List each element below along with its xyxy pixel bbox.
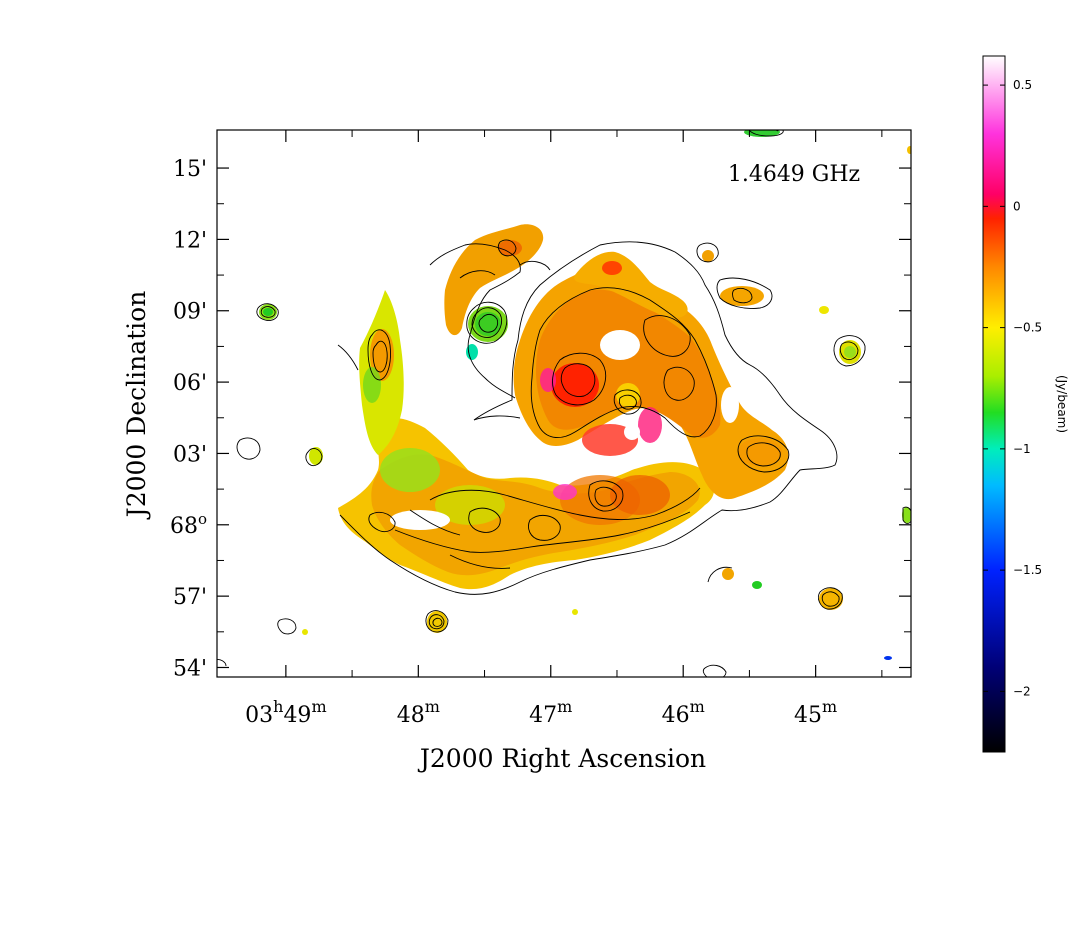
emission-region-north-lobe — [444, 224, 544, 360]
emission-region-northeast-lobe — [574, 251, 688, 318]
y-tick-label: 57' — [173, 585, 207, 610]
y-tick-label-num: 68 — [170, 514, 198, 539]
x-tick-label: 48m — [397, 697, 440, 728]
x-tick-label-num: 46 — [662, 703, 690, 728]
emission-region-outer-arc — [338, 418, 715, 590]
colorbar-tick-label: −2 — [1013, 684, 1031, 698]
y-tick-label: 54' — [173, 656, 207, 681]
emission-region-western-filament — [359, 290, 404, 455]
y-tick-label: 09' — [173, 300, 207, 325]
colorbar-tick-label: 0.5 — [1013, 78, 1032, 92]
plot-frame — [216, 129, 912, 678]
x-tick-label-hours: 03 — [245, 703, 273, 728]
x-tick-label-num: 45 — [794, 703, 822, 728]
x-tick-label: 47m — [529, 697, 572, 728]
x-tick-label-m: m — [822, 697, 837, 716]
emission-region-central-complex — [390, 265, 789, 530]
x-tick-label-m: m — [311, 697, 326, 716]
x-tick-label: 46m — [662, 697, 705, 728]
y-tick-label: 06' — [173, 371, 207, 396]
x-tick-label: 45m — [794, 697, 837, 728]
y-tick-label: 68o — [170, 510, 207, 539]
y-axis-label: J2000 Declination — [122, 291, 151, 521]
colorbar-tick-label: 0 — [1013, 199, 1021, 213]
y-tick-label-deg: o — [198, 510, 207, 528]
colorbar-ticks: 0.5 0 −0.5 −1 −1.5 −2 — [983, 78, 1042, 698]
x-axis: 03h49m 48m 47m 46m 45m — [245, 130, 883, 728]
x-axis-label: J2000 Right Ascension — [417, 744, 706, 773]
colorbar-tick-label: −0.5 — [1013, 321, 1042, 335]
x-tick-label: 03h49m — [245, 697, 326, 728]
y-tick-label: 03' — [173, 442, 207, 467]
colorbar-gradient — [982, 55, 1006, 753]
colorbar-label: (Jy/beam) — [1055, 375, 1069, 433]
x-tick-label-m: m — [425, 697, 440, 716]
y-tick-label: 12' — [173, 228, 207, 253]
y-axis: 15' 12' 09' 06' 03' 68o 57' 54' — [170, 157, 911, 681]
y-tick-label: 15' — [173, 157, 207, 182]
x-tick-label-m: m — [690, 697, 705, 716]
colorbar-tick-label: −1.5 — [1013, 563, 1042, 577]
colorbar: 0.5 0 −0.5 −1 −1.5 −2 (Jy/beam) — [982, 55, 1069, 753]
x-tick-label-num: 49 — [283, 703, 311, 728]
x-tick-label-m: m — [557, 697, 572, 716]
map-image — [259, 130, 911, 660]
x-tick-label-num: 47 — [529, 703, 557, 728]
frequency-label: 1.4649 GHz — [728, 162, 860, 187]
x-tick-label-num: 48 — [397, 703, 425, 728]
x-tick-label-h: h — [273, 697, 283, 716]
contours-outer — [217, 130, 866, 677]
colorbar-tick-label: −1 — [1013, 442, 1031, 456]
